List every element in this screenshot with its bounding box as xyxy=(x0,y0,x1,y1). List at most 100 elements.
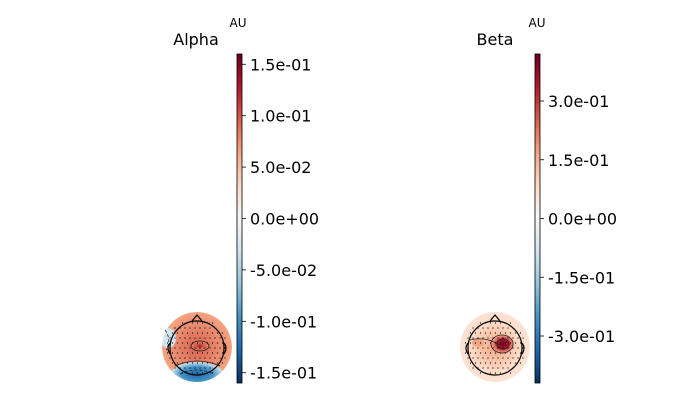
sensor-dot xyxy=(209,327,211,329)
beta-topomap xyxy=(460,312,530,382)
sensor-dot xyxy=(469,362,472,364)
sensor-dot xyxy=(224,347,226,349)
sensor-dot xyxy=(517,337,519,339)
sensor-dot xyxy=(502,337,504,339)
sensor-dot xyxy=(224,357,226,359)
sensor-dot xyxy=(502,357,504,359)
sensor-dot xyxy=(209,367,211,369)
sensor-dot xyxy=(494,342,497,344)
sensor-dot xyxy=(472,327,474,329)
sensor-dot xyxy=(214,357,216,359)
sensor-dot xyxy=(512,347,514,349)
sensor-dot xyxy=(497,337,499,339)
colorbar-tick-label: 0.0e+00 xyxy=(548,210,617,229)
sensor-dot xyxy=(469,342,472,344)
beta-panel: Beta AU 3.0e-01 1.5e-01 0.0e+00 -1.5e-01 -3.… xyxy=(460,16,617,384)
sensor-dot xyxy=(499,352,502,354)
sensor-dot xyxy=(166,352,169,354)
sensor-dot xyxy=(179,367,181,369)
sensor-dot xyxy=(189,337,191,339)
sensor-dot xyxy=(487,367,489,369)
sensor-dot xyxy=(189,347,191,349)
sensor-dot xyxy=(174,357,176,359)
sensor-dot xyxy=(494,332,497,334)
sensor-dot xyxy=(477,357,479,359)
sensor-dot xyxy=(499,322,502,324)
sensor-dot xyxy=(479,342,482,344)
sensor-dot xyxy=(522,357,524,359)
colorbar-tick-label: -5.0e-02 xyxy=(250,261,317,280)
sensor-dot xyxy=(209,357,211,359)
sensor-dot xyxy=(489,332,492,334)
sensor-dot xyxy=(519,352,522,354)
sensor-dot xyxy=(477,367,479,369)
sensor-dot xyxy=(507,327,509,329)
sensor-dot xyxy=(507,367,509,369)
sensor-dot xyxy=(502,367,504,369)
sensor-dot xyxy=(179,347,181,349)
sensor-dot xyxy=(174,327,176,329)
beta-title: Beta xyxy=(477,30,514,49)
sensor-dot xyxy=(184,367,186,369)
alpha-title: Alpha xyxy=(173,30,219,49)
sensor-dot xyxy=(492,347,494,349)
sensor-dot xyxy=(209,347,211,349)
sensor-dot xyxy=(221,352,224,354)
sensor-dot xyxy=(174,367,176,369)
sensor-dot xyxy=(206,332,209,334)
colorbar-tick-label: -1.5e-01 xyxy=(250,364,317,383)
sensor-dot xyxy=(176,332,179,334)
sensor-dot xyxy=(216,342,219,344)
sensor-dot xyxy=(189,327,191,329)
sensor-dot xyxy=(219,337,221,339)
sensor-dot xyxy=(219,347,221,349)
sensor-dot xyxy=(474,362,477,364)
sensor-dot xyxy=(184,337,186,339)
sensor-dot xyxy=(186,342,189,344)
sensor-dot xyxy=(181,322,184,324)
sensor-dot xyxy=(519,362,522,364)
sensor-dot xyxy=(211,342,214,344)
sensor-dot xyxy=(191,362,194,364)
sensor-dot xyxy=(507,337,509,339)
sensor-dot xyxy=(489,352,492,354)
alpha-colorbar: AU 1.5e-01 1.0e-01 5.0e-02 0.0e+00 -5.0e-02 -… xyxy=(230,16,319,384)
sensor-dot xyxy=(482,347,484,349)
sensor-dot xyxy=(211,352,214,354)
sensor-dot xyxy=(176,362,179,364)
sensor-dot xyxy=(484,342,487,344)
sensor-dot xyxy=(509,372,512,374)
sensor-dot xyxy=(499,372,502,374)
sensor-dot xyxy=(211,362,214,364)
sensor-dot xyxy=(179,357,181,359)
sensor-dot xyxy=(194,337,196,339)
sensor-dot xyxy=(191,352,194,354)
sensor-dot xyxy=(179,337,181,339)
sensor-dot xyxy=(464,352,467,354)
sensor-dot xyxy=(196,342,199,344)
sensor-dot xyxy=(169,357,171,359)
sensor-dot xyxy=(201,332,204,334)
sensor-dot xyxy=(497,357,499,359)
sensor-dot xyxy=(477,327,479,329)
sensor-dot xyxy=(512,367,514,369)
sensor-dot xyxy=(181,342,184,344)
sensor-dot xyxy=(201,372,204,374)
sensor-dot xyxy=(186,322,189,324)
sensor-dot xyxy=(206,322,209,324)
colorbar-tick-label: -1.0e-01 xyxy=(250,312,317,331)
sensor-dot xyxy=(492,327,494,329)
sensor-dot xyxy=(479,322,482,324)
sensor-dot xyxy=(171,362,174,364)
sensor-dot xyxy=(216,352,219,354)
sensor-dot xyxy=(204,357,206,359)
sensor-dot xyxy=(166,342,169,344)
sensor-dot xyxy=(522,347,524,349)
sensor-dot xyxy=(184,357,186,359)
sensor-dot xyxy=(206,352,209,354)
sensor-dot xyxy=(479,372,482,374)
sensor-dot xyxy=(199,347,201,349)
sensor-dot xyxy=(196,322,199,324)
sensor-dot xyxy=(487,337,489,339)
sensor-dot xyxy=(494,352,497,354)
